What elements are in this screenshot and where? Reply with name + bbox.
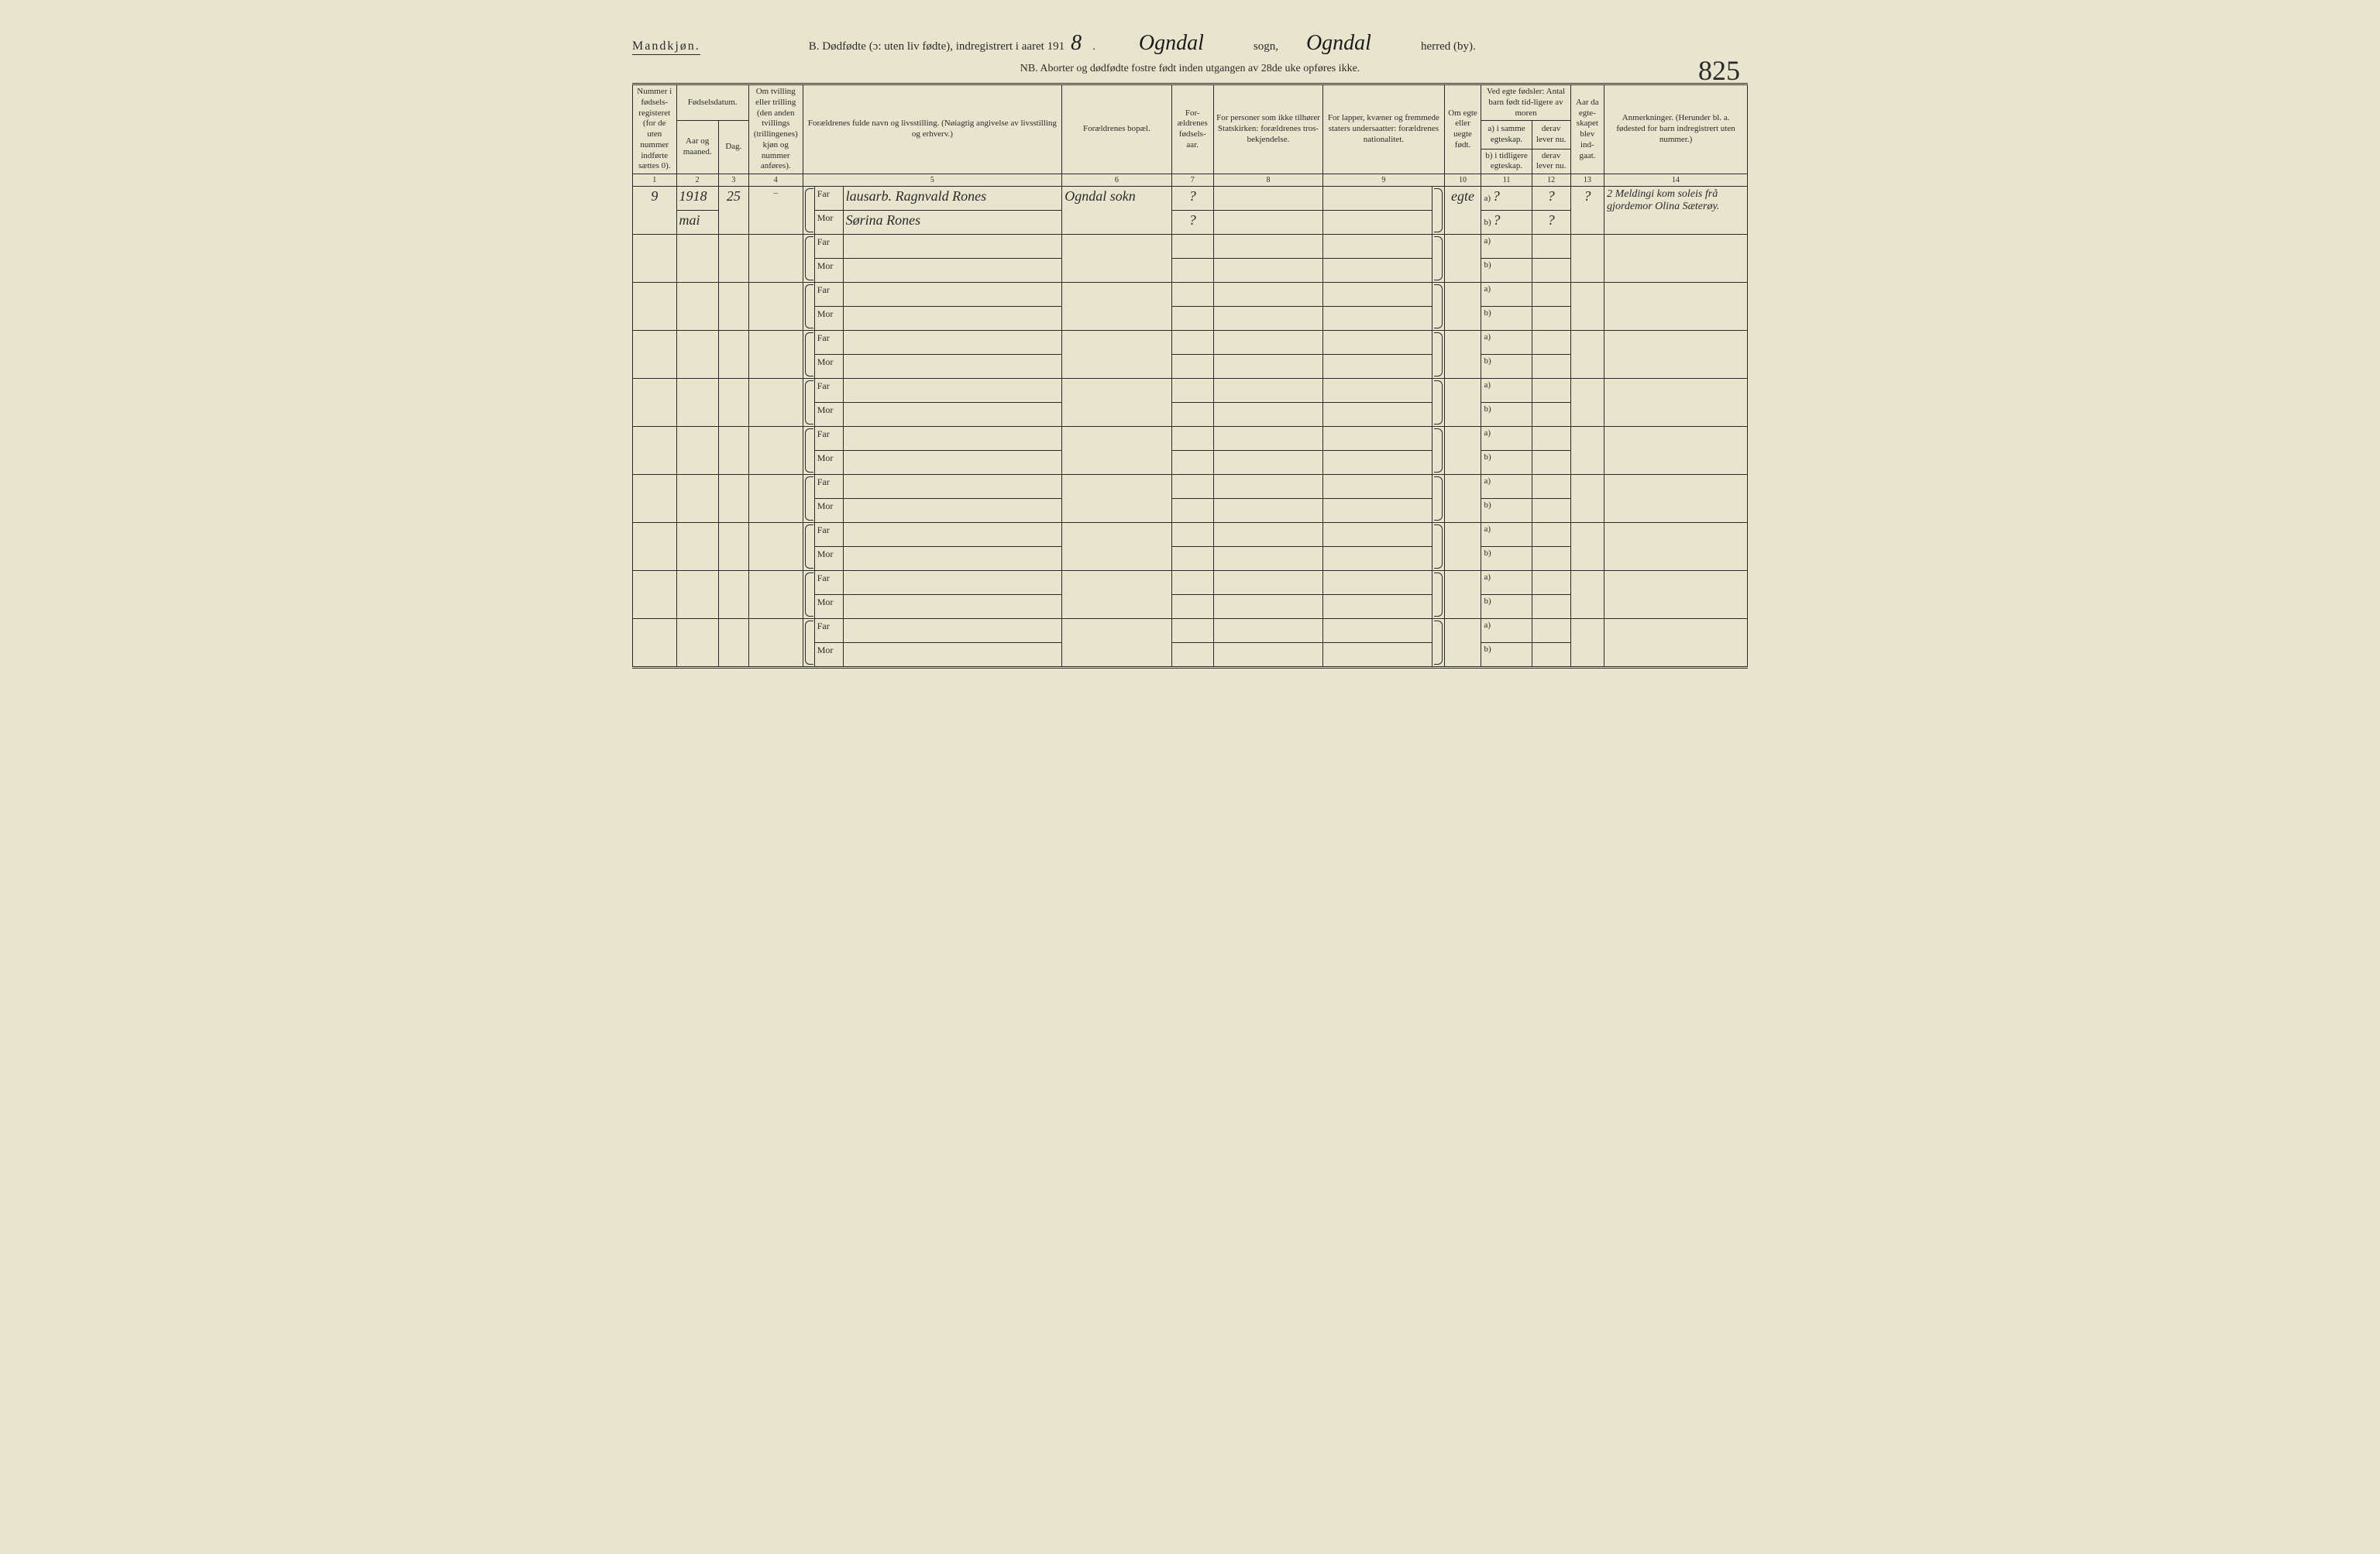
col3-header: Dag. [718,121,748,174]
far-label: Far [814,187,843,211]
herred-label: herred (by). [1421,40,1476,53]
col1-header: Nummer i fødsels-registeret (for de uten… [633,84,677,174]
table-row: Fara) [633,619,1748,643]
col11a-header: a) i samme egteskap. [1481,121,1532,149]
col13-header: Aar da egte-skapet blev ind-gaat. [1570,84,1604,174]
col2-group: Fødselsdatum. [676,84,748,121]
col11a2-header: derav lever nu. [1532,121,1570,149]
col2a-header: Aar og maaned. [676,121,718,174]
table-row: Fara) [633,283,1748,307]
table-row: Fara) [633,427,1748,451]
entry-anm: 2 Meldingi kom soleis frå gjordemor Olin… [1604,187,1748,235]
entry-twin: – [748,187,803,235]
table-row: Fara) [633,235,1748,259]
col14-header: Anmerkninger. (Herunder bl. a. fødested … [1604,84,1748,174]
col8-header: For personer som ikke tilhører Statskirk… [1213,84,1322,174]
col11-group: Ved egte fødsler: Antal barn født tid-li… [1481,84,1570,121]
col7-header: For-ældrenes fødsels-aar. [1171,84,1213,174]
mor-fodeaar: ? [1171,211,1213,235]
table-row: 9 1918 25 – Far lausarb. Ragnvald Rones … [633,187,1748,211]
page-number: 825 [1698,54,1740,87]
title-prefix: B. Dødfødte (ɔ: uten liv fødte), indregi… [809,40,1064,53]
entry-egte: egte [1444,187,1481,235]
entry-year: 1918 [676,187,718,211]
col9-header: For lapper, kvæner og fremmede staters u… [1323,84,1444,174]
far-fodeaar: ? [1171,187,1213,211]
register-table: Nummer i fødsels-registeret (for de uten… [632,83,1748,669]
table-row: Fara) [633,571,1748,595]
table-row: Fara) [633,379,1748,403]
entry-day: 25 [718,187,748,235]
entry-num: 9 [633,187,677,235]
table-row: Fara) [633,331,1748,355]
col10-header: Om egte eller uegte født. [1444,84,1481,174]
far-name: lausarb. Ragnvald Rones [843,187,1062,211]
mor-label: Mor [814,211,843,235]
col11b-header: b) i tidligere egteskap. [1481,149,1532,174]
mor-name: Sørina Rones [843,211,1062,235]
entry-bopael: Ogndal sokn [1062,187,1171,235]
entry-month: mai [676,211,718,235]
sogn-value: Ogndal [1139,31,1247,57]
nb-note: NB. Aborter og dødfødte fostre født inde… [632,63,1748,75]
col5-header: Forældrenes fulde navn og livsstilling. … [803,84,1062,174]
entry-egteskap-aar: ? [1570,187,1604,235]
year-suffix: 8 [1071,31,1086,57]
col11b2-header: derav lever nu. [1532,149,1570,174]
table-row: Fara) [633,523,1748,547]
sogn-label: sogn, [1254,40,1278,53]
herred-value: Ogndal [1306,31,1415,57]
col6-header: Forældrenes bopæl. [1062,84,1171,174]
col4-header: Om tvilling eller trilling (den anden tv… [748,84,803,174]
table-row: Fara) [633,475,1748,499]
gender-label: Mandkjøn. [632,40,700,55]
